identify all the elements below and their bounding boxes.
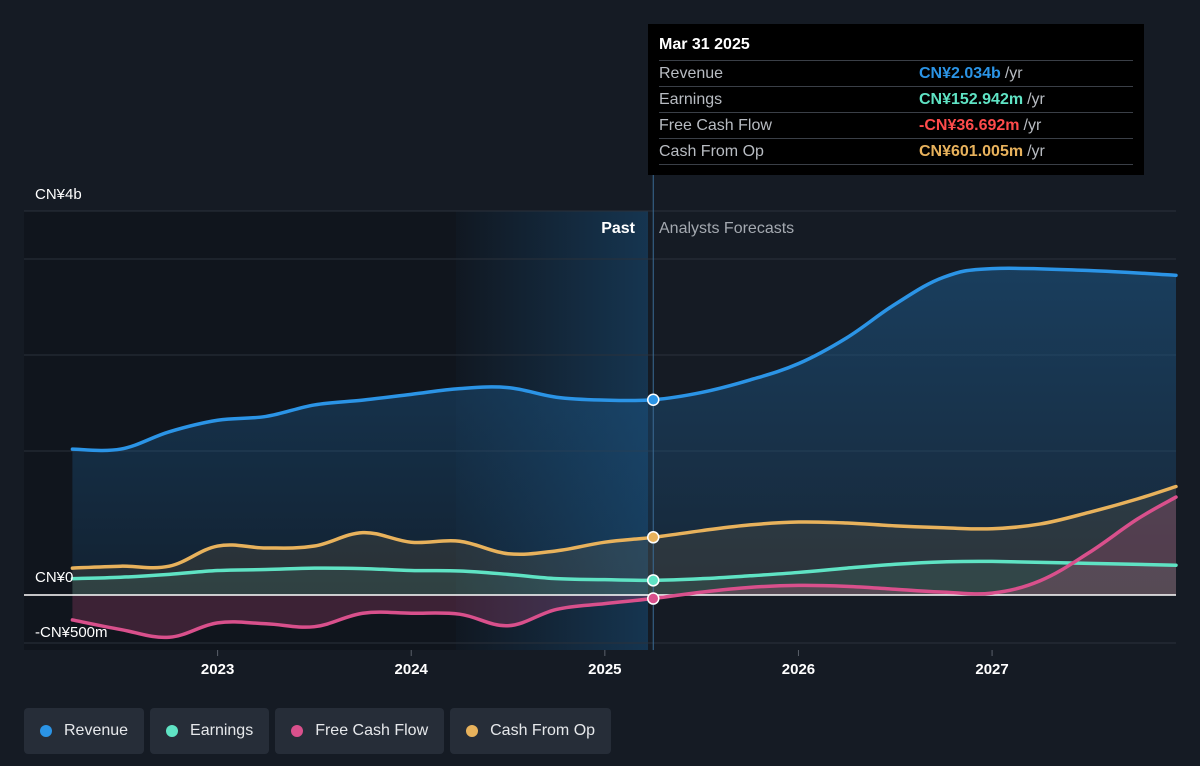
marker-earnings[interactable] xyxy=(646,574,660,587)
marker-free-cash-flow[interactable] xyxy=(646,592,660,605)
tooltip-row-earnings: Earnings CN¥152.942m /yr xyxy=(659,86,1133,112)
tooltip-value: CN¥2.034b xyxy=(919,64,1001,82)
tooltip: Mar 31 2025 Revenue CN¥2.034b /yr Earnin… xyxy=(648,24,1144,175)
tooltip-row-free-cash-flow: Free Cash Flow -CN¥36.692m /yr xyxy=(659,112,1133,138)
y-label-zero: CN¥0 xyxy=(35,569,73,586)
x-tick-label: 2024 xyxy=(395,661,429,678)
tooltip-unit: /yr xyxy=(1027,142,1045,160)
tooltip-unit: /yr xyxy=(1004,64,1023,82)
marker-revenue[interactable] xyxy=(646,393,660,406)
tooltip-value: CN¥601.005m xyxy=(919,142,1024,160)
y-label-max: CN¥4b xyxy=(35,186,82,203)
tooltip-row-cash-from-op: Cash From Op CN¥601.005m /yr xyxy=(659,138,1133,165)
tooltip-label: Earnings xyxy=(659,90,723,108)
tooltip-row-revenue: Revenue CN¥2.034b /yr xyxy=(659,60,1133,86)
legend-item-earnings[interactable]: Earnings xyxy=(150,708,270,754)
forecast-label: Analysts Forecasts xyxy=(659,220,794,237)
x-tick-label: 2027 xyxy=(975,661,1008,678)
cash-from-op-dot-icon xyxy=(466,725,479,737)
legend-label: Free Cash Flow xyxy=(315,722,429,739)
tooltip-unit: /yr xyxy=(1027,90,1045,108)
highlight-markers xyxy=(646,393,660,605)
tooltip-label: Free Cash Flow xyxy=(659,116,772,134)
tooltip-date: Mar 31 2025 xyxy=(659,36,750,53)
tooltip-value: CN¥152.942m xyxy=(919,90,1024,108)
legend-item-cash-from-op[interactable]: Cash From Op xyxy=(450,708,612,754)
area-revenue xyxy=(72,268,1177,595)
legend-label: Cash From Op xyxy=(490,722,596,739)
legend-item-revenue[interactable]: Revenue xyxy=(24,708,145,754)
x-tick-label: 2025 xyxy=(588,661,621,678)
line-cash-from-op xyxy=(70,484,1178,570)
legend: Revenue Earnings Free Cash Flow Cash Fro… xyxy=(24,708,617,754)
x-axis-ticks: 2023 2024 2025 2026 2027 xyxy=(201,650,1009,678)
x-tick-label: 2023 xyxy=(201,661,234,678)
marker-cash-from-op[interactable] xyxy=(646,531,660,544)
tooltip-label: Revenue xyxy=(659,64,724,82)
revenue-dot-icon xyxy=(40,725,52,737)
earnings-dot-icon xyxy=(166,725,179,737)
past-label: Past xyxy=(601,220,635,237)
tooltip-label: Cash From Op xyxy=(659,142,764,160)
line-earnings xyxy=(70,559,1178,583)
x-tick-label: 2026 xyxy=(782,661,815,678)
legend-item-free-cash-flow[interactable]: Free Cash Flow xyxy=(275,708,445,754)
tooltip-unit: /yr xyxy=(1023,116,1042,134)
financials-chart: Past Analysts Forecasts CN¥4b CN¥0 -CN¥5… xyxy=(24,175,1178,678)
legend-label: Earnings xyxy=(190,722,254,739)
series-lines xyxy=(70,266,1178,640)
line-revenue xyxy=(70,266,1178,453)
line-free-cash-flow xyxy=(70,495,1178,640)
tooltip-value: -CN¥36.692m xyxy=(919,116,1020,134)
free-cash-flow-dot-icon xyxy=(291,725,304,737)
legend-label: Revenue xyxy=(64,722,129,739)
area-free-cash-flow xyxy=(72,497,1177,638)
y-label-min: -CN¥500m xyxy=(35,624,108,641)
